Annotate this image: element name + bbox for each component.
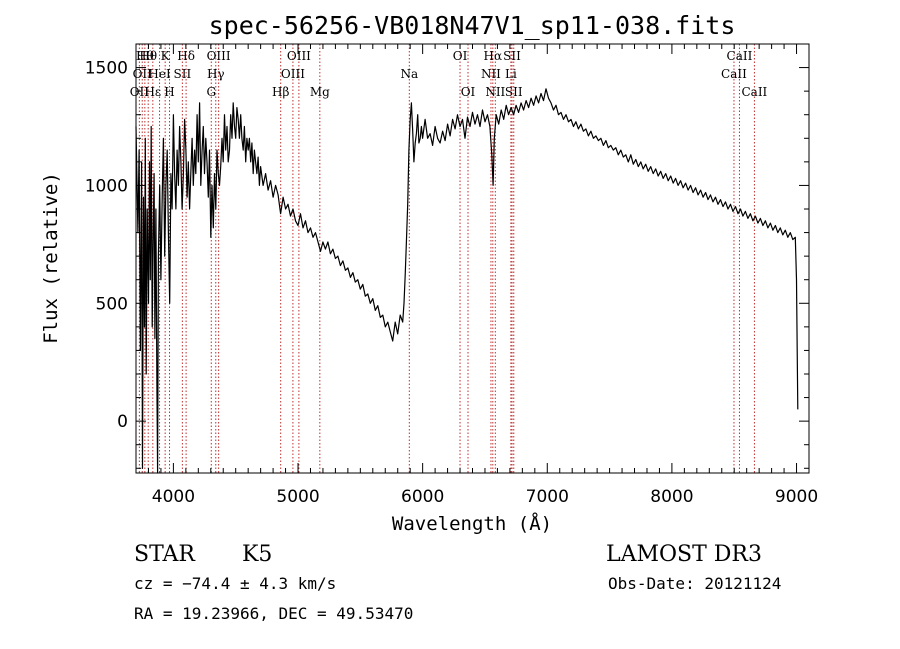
y-axis-label: Flux (relative) <box>40 172 62 344</box>
line-marker-label: NII <box>485 85 505 99</box>
x-tick-label: 5000 <box>276 487 319 507</box>
object-subclass: K5 <box>242 542 272 567</box>
x-axis-label: Wavelength (Å) <box>392 512 552 535</box>
line-marker-label: OII <box>133 67 153 81</box>
line-marker-label: Hθ <box>139 49 157 63</box>
y-tick-label: 0 <box>117 412 128 432</box>
line-marker-label: K <box>161 49 171 63</box>
x-tick-label: 9000 <box>775 487 818 507</box>
spectrum-series <box>135 88 799 474</box>
line-marker-label: OIII <box>207 49 231 63</box>
line-marker-label: H <box>164 85 174 99</box>
line-marker-labels: OIIOIIHθHθHεHeIKHSIIHδGHγOIIIHβOIIIOIIIM… <box>130 49 768 99</box>
line-marker-label: HeI <box>148 67 171 81</box>
line-marker-label: Hγ <box>207 67 225 81</box>
line-marker-label: CaII <box>727 49 753 63</box>
line-marker-label: SII <box>503 49 521 63</box>
line-marker-label: Hε <box>144 85 161 99</box>
x-tick-label: 6000 <box>401 487 444 507</box>
line-marker-label: OIII <box>287 49 311 63</box>
y-tick-label: 500 <box>96 294 128 314</box>
line-marker-label: NII <box>481 67 501 81</box>
chart-title: spec-56256-VB018N47V1_sp11-038.fits <box>209 11 736 40</box>
x-tick-label: 7000 <box>526 487 569 507</box>
line-marker-label: Hδ <box>177 49 195 63</box>
line-marker-label: G <box>206 85 216 99</box>
line-marker-label: SII <box>505 85 523 99</box>
line-marker-label: Hβ <box>272 85 289 99</box>
line-marker-label: OI <box>461 85 476 99</box>
line-marker-label: Hθ <box>136 49 154 63</box>
line-marker-label: CaII <box>741 85 767 99</box>
emission-line-markers <box>138 44 755 473</box>
line-marker-label: SII <box>174 67 192 81</box>
survey-name: LAMOST DR3 <box>606 542 762 567</box>
x-tick-label: 4000 <box>152 487 195 507</box>
line-marker-label: Hα <box>484 49 503 63</box>
line-marker-label: OI <box>453 49 468 63</box>
line-marker-label: CaII <box>721 67 747 81</box>
line-marker-label: Mg <box>310 85 330 99</box>
y-tick-label: 1500 <box>85 59 128 79</box>
coordinates-text: RA = 19.23966, DEC = 49.53470 <box>134 604 413 623</box>
line-marker-label: OIII <box>281 67 305 81</box>
obs-date-text: Obs-Date: 20121124 <box>608 574 781 593</box>
line-marker-label: Li <box>505 67 517 81</box>
axis-ticks: 4000 5000 6000 7000 8000 9000 0 500 1000 1500 <box>85 43 818 507</box>
y-tick-label: 1000 <box>85 176 128 196</box>
line-marker-label: OII <box>130 85 150 99</box>
x-tick-label: 8000 <box>650 487 693 507</box>
object-class: STAR <box>134 542 196 567</box>
line-marker-label: Na <box>400 67 418 81</box>
spectrum-line <box>135 88 799 474</box>
redshift-text: cz = −74.4 ± 4.3 km/s <box>134 574 336 593</box>
